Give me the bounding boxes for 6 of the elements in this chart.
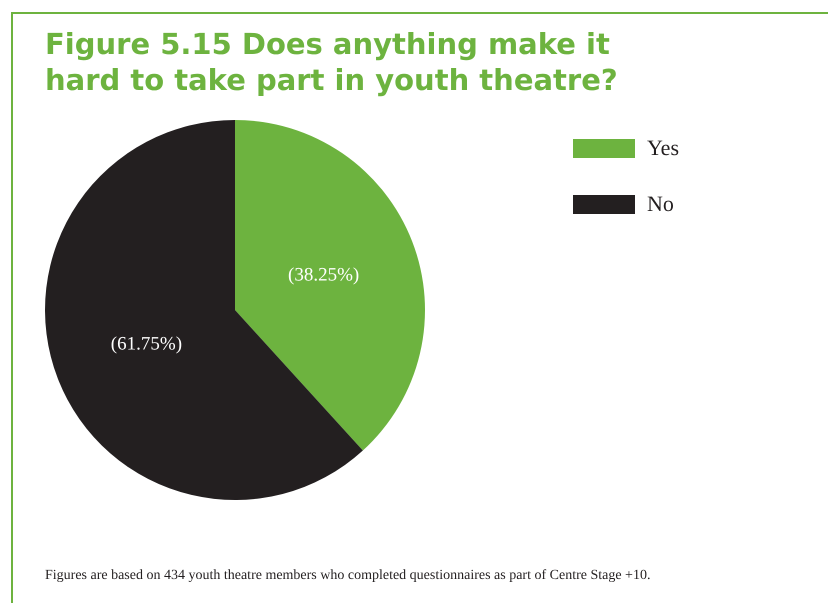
text: Figures are based on 434 youth theatre members who completed questionnaires as part of Centre Stage +10.	[45, 568, 650, 584]
legend-label: Yes	[647, 135, 680, 161]
data-label: (61.75%)	[110, 333, 182, 354]
data-label: (38.25%)	[288, 264, 360, 286]
legend-label: No	[647, 191, 674, 217]
chart-title: Figure 5.15 Does anything make it hard to take part in youth theatre?	[45, 26, 619, 98]
